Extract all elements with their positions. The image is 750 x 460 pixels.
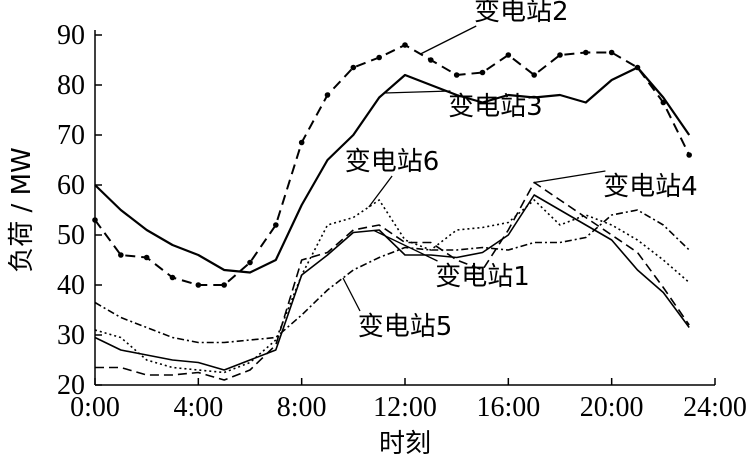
axes: 20 30 40 50 60 70 80 90 0:00 4:00 8:00 12:00 16:00 20… [57,20,747,423]
series-group [92,42,692,381]
series-line-6 [94,199,690,374]
y-tick-label: 70 [57,120,85,151]
series-point [195,282,202,288]
leader-line [368,175,393,208]
series-point [324,92,331,98]
series-label-3: 变电站3 [448,92,543,122]
series-label-1: 变电站1 [435,262,530,292]
y-tick-label: 40 [57,270,85,301]
y-tick-label: 60 [57,170,85,201]
x-tick-label: 16:00 [476,392,540,423]
series-point [505,52,512,58]
series-point [376,54,382,61]
series-point [479,69,486,76]
y-tick-label: 30 [57,320,85,351]
series-point [92,217,98,223]
series-point [686,152,692,158]
series-label-4: 变电站4 [603,172,698,202]
y-tick-label: 80 [57,70,85,101]
x-axis-title: 时刻 [379,429,431,459]
series-point [557,52,563,58]
x-tick-label: 24:00 [683,392,747,423]
series-point [118,252,124,258]
series-point [453,72,460,78]
series-point [143,254,150,261]
series-point [531,72,537,78]
series-label-2: 变电站2 [474,0,569,27]
x-tick-label: 8:00 [277,392,327,423]
x-tick-label: 0:00 [70,392,120,423]
series-point [273,222,279,228]
series-point [583,49,589,56]
y-tick-label: 20 [57,370,85,401]
series-point [247,259,253,266]
series-line-5 [94,209,690,344]
series-line-3 [94,66,691,274]
series-line-2 [94,44,691,286]
y-tick-label: 50 [57,220,85,251]
y-tick-label: 90 [57,20,85,51]
series-point [298,139,305,146]
leader-line [342,277,361,312]
series-label-5: 变电站5 [358,312,453,342]
series-point [350,64,357,71]
series-point [402,42,408,48]
series-line-4 [95,181,690,381]
y-axis-title: 负荷 / MW [7,147,37,272]
series-point [608,49,615,56]
leader-line [420,25,477,55]
label-leader-lines [342,25,606,312]
series-labels: 变电站1 变电站2 变电站3 变电站4 变电站5 变电站6 [345,0,698,342]
series-line-1 [94,194,690,371]
series-point [428,57,434,63]
series-label-6: 变电站6 [345,147,440,177]
x-tick-label: 20:00 [580,392,644,423]
x-tick-label: 12:00 [373,392,437,423]
series-point [221,282,227,288]
x-tick-label: 4:00 [173,392,223,423]
leader-line [534,170,606,184]
series-point [169,274,176,281]
leader-line [384,90,451,94]
